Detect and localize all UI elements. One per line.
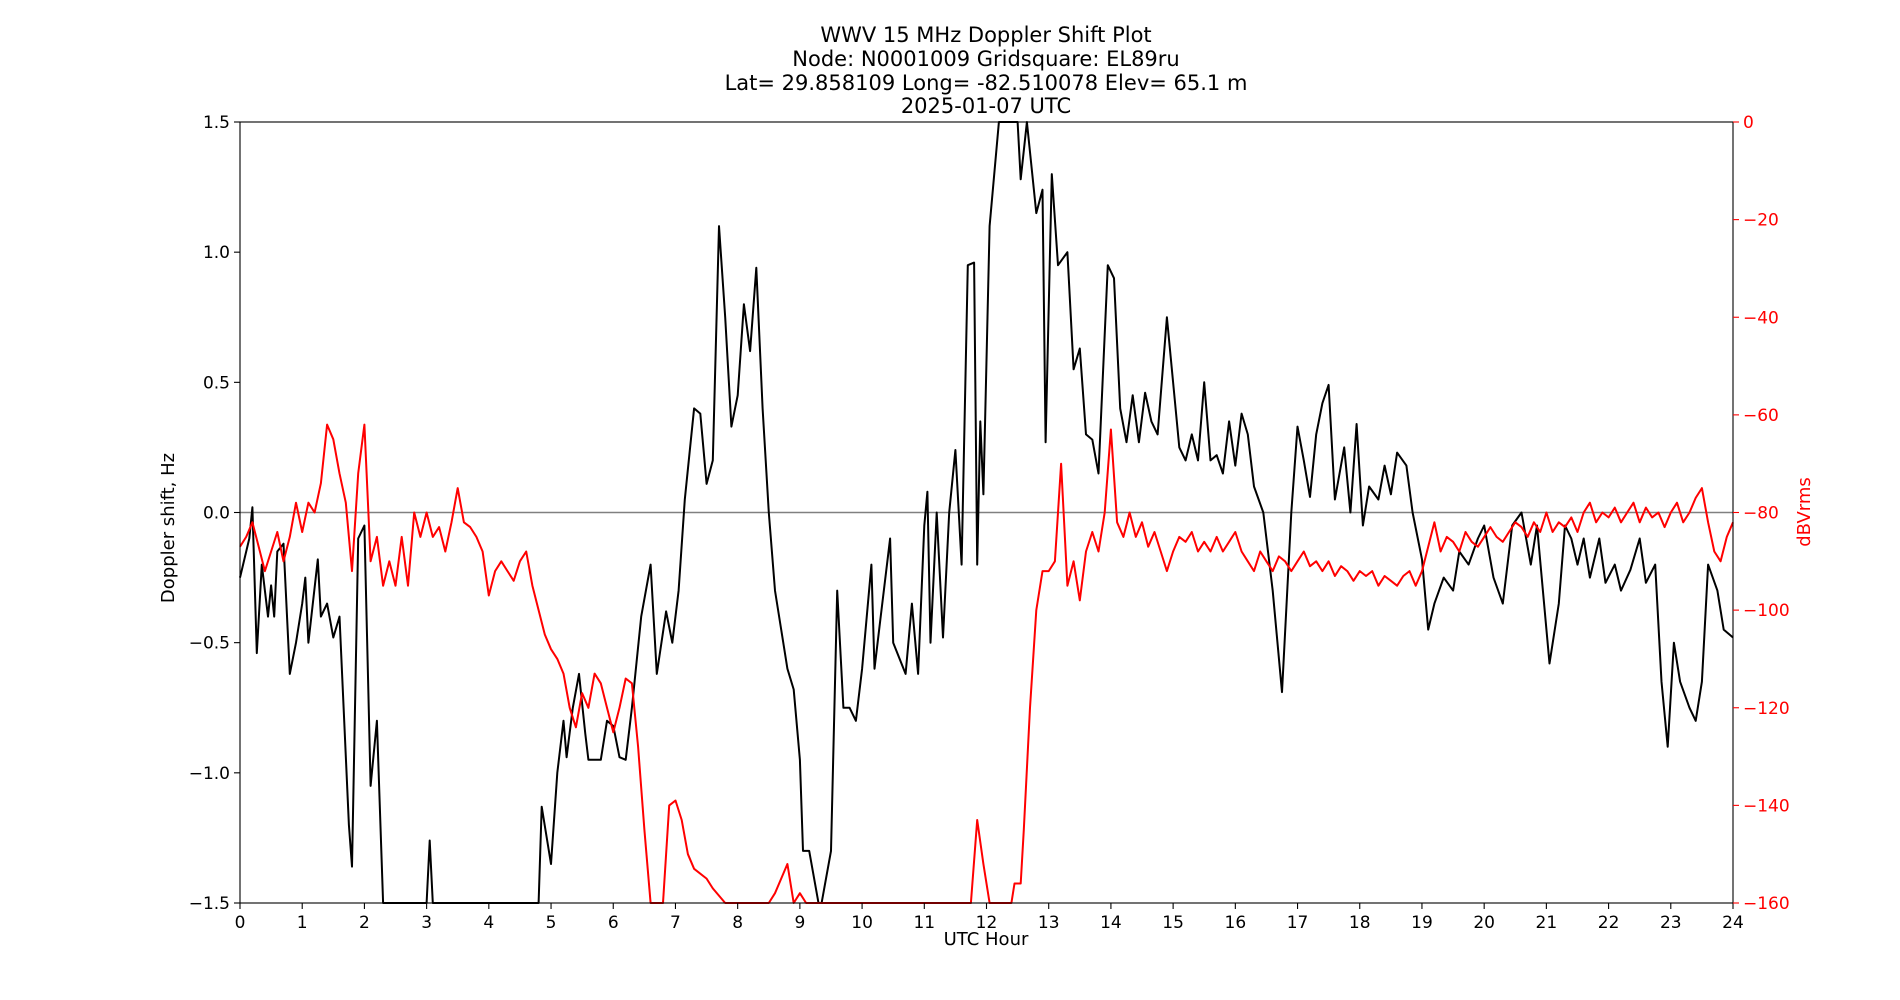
left-y-tick-label: −1.5 xyxy=(189,894,230,914)
right-y-tick-label: −40 xyxy=(1743,308,1779,328)
left-y-tick-label: −0.5 xyxy=(189,634,230,654)
right-y-tick-label: −120 xyxy=(1743,699,1790,719)
x-tick-label: 15 xyxy=(1162,913,1184,933)
x-tick-label: 5 xyxy=(546,913,557,933)
left-y-axis-ticks: 1.5 1.0 0.5 0.0 −0.5 −1.0 −1.5 xyxy=(189,113,240,914)
title-line-3: Lat= 29.858109 Long= -82.510078 Elev= 65… xyxy=(725,71,1248,95)
x-tick-label: 23 xyxy=(1660,913,1682,933)
right-y-tick-label: −80 xyxy=(1743,504,1779,524)
right-y-axis-ticks: 0 −20 −40 −60 −80 −100 −120 −140 −160 xyxy=(1733,113,1790,914)
x-tick-label: 16 xyxy=(1225,913,1247,933)
x-tick-label: 0 xyxy=(235,913,246,933)
right-y-tick-label: 0 xyxy=(1743,113,1754,133)
chart-title: WWV 15 MHz Doppler Shift Plot Node: N000… xyxy=(725,23,1248,118)
series-power-line xyxy=(239,423,1734,904)
series-doppler-line xyxy=(239,121,1734,904)
x-tick-label: 1 xyxy=(297,913,308,933)
x-tick-label: 13 xyxy=(1038,913,1060,933)
x-tick-label: 22 xyxy=(1598,913,1620,933)
right-y-tick-label: −60 xyxy=(1743,406,1779,426)
x-tick-label: 14 xyxy=(1100,913,1122,933)
x-tick-label: 6 xyxy=(608,913,619,933)
right-y-tick-label: −100 xyxy=(1743,601,1790,621)
left-y-tick-label: 0.5 xyxy=(203,373,230,393)
x-tick-label: 3 xyxy=(421,913,432,933)
title-line-1: WWV 15 MHz Doppler Shift Plot xyxy=(820,23,1151,47)
right-y-axis-label: dBVrms xyxy=(1794,477,1815,547)
x-tick-label: 8 xyxy=(732,913,743,933)
right-y-tick-label: −20 xyxy=(1743,211,1779,231)
x-tick-label: 4 xyxy=(483,913,494,933)
left-y-tick-label: 1.0 xyxy=(203,243,230,263)
title-line-2: Node: N0001009 Gridsquare: EL89ru xyxy=(792,47,1179,71)
right-y-tick-label: −140 xyxy=(1743,796,1790,816)
left-y-tick-label: −1.0 xyxy=(189,764,230,784)
title-line-4: 2025-01-07 UTC xyxy=(901,94,1071,118)
x-tick-label: 10 xyxy=(851,913,873,933)
x-tick-label: 21 xyxy=(1536,913,1558,933)
left-y-tick-label: 0.0 xyxy=(203,504,230,524)
x-tick-label: 24 xyxy=(1722,913,1744,933)
right-y-tick-label: −160 xyxy=(1743,894,1790,914)
x-tick-label: 11 xyxy=(913,913,935,933)
x-axis-ticks: 0 1 2 3 4 5 6 7 8 9 10 11 12 13 14 15 16 17 18 19 20 21 22 23 24 xyxy=(235,903,1744,933)
x-tick-label: 2 xyxy=(359,913,370,933)
x-tick-label: 17 xyxy=(1287,913,1309,933)
left-y-axis-label: Doppler shift, Hz xyxy=(158,453,179,603)
x-tick-label: 9 xyxy=(794,913,805,933)
x-axis-label: UTC Hour xyxy=(944,929,1029,950)
x-tick-label: 20 xyxy=(1473,913,1495,933)
left-y-tick-label: 1.5 xyxy=(203,113,230,133)
x-tick-label: 12 xyxy=(976,913,998,933)
x-tick-label: 19 xyxy=(1411,913,1433,933)
x-tick-label: 7 xyxy=(670,913,681,933)
x-tick-label: 18 xyxy=(1349,913,1371,933)
